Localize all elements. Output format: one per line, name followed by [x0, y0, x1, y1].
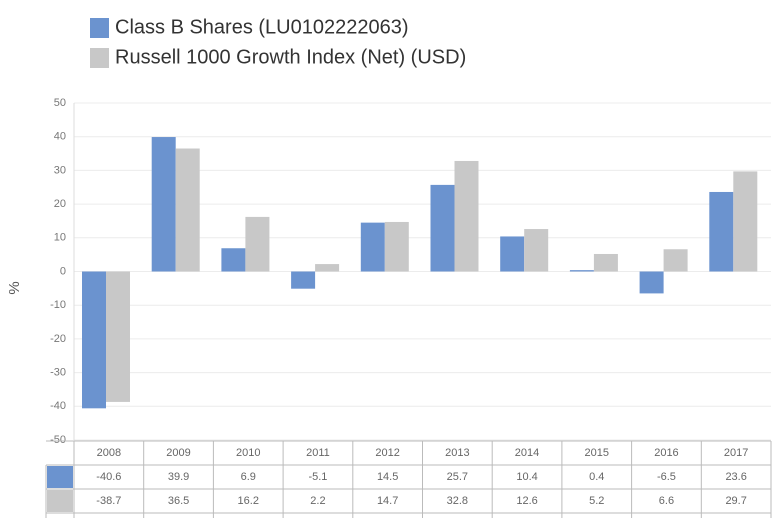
bar — [291, 271, 316, 289]
table-swatch — [47, 466, 73, 488]
bar — [384, 221, 409, 272]
table-value: 36.5 — [168, 495, 189, 507]
y-tick-label: 20 — [54, 198, 66, 210]
table-value: -6.5 — [657, 471, 676, 483]
bar — [151, 137, 176, 272]
table-value: 32.8 — [447, 495, 468, 507]
x-tick-label: 2016 — [654, 447, 678, 459]
x-tick-label: 2009 — [166, 447, 190, 459]
y-tick-label: -20 — [50, 333, 66, 345]
y-tick-label: 30 — [54, 164, 66, 176]
bar — [639, 271, 664, 294]
legend-swatch — [90, 18, 109, 38]
table-value: 12.6 — [516, 495, 537, 507]
y-tick-label: -10 — [50, 299, 66, 311]
y-tick-label: 50 — [54, 97, 66, 109]
table-value: 14.7 — [377, 495, 398, 507]
bar — [709, 191, 734, 272]
bar — [454, 160, 479, 272]
x-tick-label: 2011 — [306, 447, 330, 459]
x-tick-label: 2013 — [445, 447, 469, 459]
bar — [221, 248, 246, 272]
x-tick-label: 2015 — [585, 447, 609, 459]
legend-label: Class B Shares (LU0102222063) — [115, 16, 409, 38]
x-tick-label: 2017 — [724, 447, 748, 459]
table-value: 39.9 — [168, 471, 189, 483]
table-value: 0.4 — [589, 471, 604, 483]
bar — [500, 236, 525, 272]
bar — [593, 253, 618, 272]
bar — [175, 148, 200, 272]
table-value: -5.1 — [308, 471, 327, 483]
y-tick-label: 40 — [54, 131, 66, 143]
legend-label: Russell 1000 Growth Index (Net) (USD) — [115, 46, 466, 68]
table-value: 16.2 — [238, 495, 259, 507]
table-value: 25.7 — [447, 471, 468, 483]
y-axis-label: % — [6, 281, 23, 294]
table-value: -40.6 — [96, 471, 121, 483]
x-tick-label: 2008 — [97, 447, 121, 459]
table-value: 14.5 — [377, 471, 398, 483]
bar — [82, 271, 106, 409]
table-value: 10.4 — [516, 471, 537, 483]
y-tick-label: -50 — [50, 434, 66, 446]
table-value: 2.2 — [310, 495, 325, 507]
y-tick-label: -40 — [50, 400, 66, 412]
x-tick-label: 2014 — [515, 447, 539, 459]
x-tick-label: 2012 — [375, 447, 399, 459]
y-tick-label: -30 — [50, 367, 66, 379]
bar — [524, 229, 549, 272]
table-value: 23.6 — [725, 471, 746, 483]
bar — [360, 222, 385, 272]
bar — [315, 264, 340, 272]
table-value: 5.2 — [589, 495, 604, 507]
table-value: 6.9 — [241, 471, 256, 483]
table-value: 6.6 — [659, 495, 674, 507]
bar — [663, 249, 688, 272]
table-value: -38.7 — [96, 495, 121, 507]
bar — [245, 216, 270, 272]
table-value: 29.7 — [725, 495, 746, 507]
y-tick-label: 0 — [60, 265, 66, 277]
legend-swatch — [90, 48, 109, 68]
table-swatch — [47, 490, 73, 512]
x-tick-label: 2010 — [236, 447, 260, 459]
bar — [569, 270, 594, 272]
bar — [430, 184, 455, 272]
y-tick-label: 10 — [54, 232, 66, 244]
bar — [106, 271, 130, 402]
bar — [733, 171, 758, 272]
